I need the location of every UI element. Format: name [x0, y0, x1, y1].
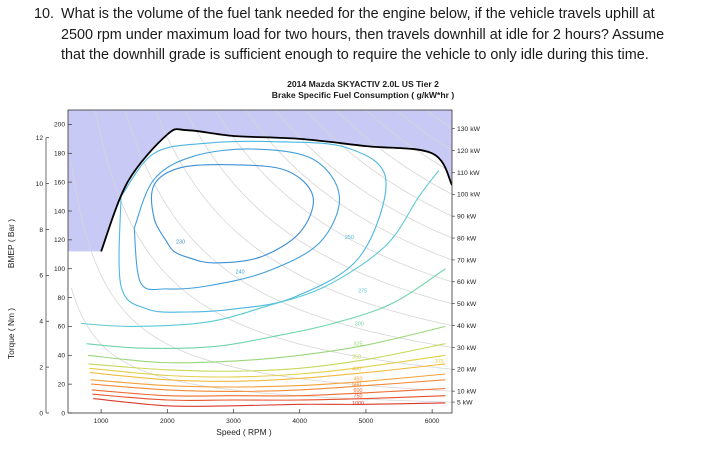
bsfc-contour-label: 450: [353, 376, 362, 382]
bsfc-contour-label: 350: [352, 355, 361, 361]
torque-axis-label: Torque ( Nm ): [6, 308, 16, 359]
bmep-tick-label: 6: [39, 273, 43, 280]
torque-tick-label: 160: [54, 179, 65, 186]
max-torque-curve: [100, 128, 452, 252]
bsfc-contour-500: [91, 379, 446, 392]
question-line: 2500 rpm under maximum load for two hour…: [61, 26, 665, 43]
power-line: [215, 110, 452, 283]
x-tick-label: 6000: [425, 418, 440, 425]
torque-axis: 0 20 40 60 80 100 120 140 160 180 200: [54, 122, 72, 417]
bmep-tick-label: 8: [39, 227, 43, 234]
bsfc-contour-375: [89, 354, 446, 378]
bsfc-contour-label: 600: [353, 388, 362, 394]
bsfc-contour-230: [151, 164, 314, 264]
power-label: 70 kW: [457, 257, 477, 264]
bmep-tick-label: 2: [39, 364, 43, 371]
torque-tick-label: 180: [54, 151, 65, 158]
torque-tick-label: 40: [58, 353, 66, 360]
bsfc-contour-1000: [93, 398, 446, 407]
question-number: 10.: [34, 6, 55, 22]
power-label: 10 kW: [457, 389, 477, 396]
bsfc-contour-label: 300: [355, 322, 364, 328]
bsfc-contour-label: 250: [345, 235, 354, 241]
bsfc-contour-400: [89, 363, 446, 382]
bsfc-contour-275: [81, 170, 440, 327]
power-line: [305, 110, 452, 217]
power-line: [245, 110, 452, 261]
power-label: 130 kW: [457, 126, 481, 133]
power-label: 50 kW: [457, 301, 477, 308]
power-label: 60 kW: [457, 279, 477, 286]
bmep-axis-label: BMEP ( Bar ): [6, 219, 16, 268]
power-label: 20 kW: [457, 367, 477, 374]
torque-tick-label: 80: [58, 295, 66, 302]
power-label: 5 kW: [457, 399, 473, 406]
bsfc-contour-label: 1000: [352, 401, 364, 407]
bsfc-contour-350: [88, 343, 446, 372]
x-tick-label: 4000: [292, 418, 307, 425]
power-label: 120 kW: [457, 148, 481, 155]
x-tick-label: 3000: [226, 418, 241, 425]
bsfc-contour-250: [118, 140, 387, 313]
plot-frame: [67, 109, 453, 414]
bsfc-contour-750: [92, 393, 446, 401]
bsfc-contour-label: 375: [435, 359, 444, 365]
bsfc-contour-label: 240: [236, 270, 245, 276]
power-line: [184, 110, 452, 304]
chart-title: 2014 Mazda SKYACTIV 2.0L US Tier 2: [287, 79, 439, 89]
x-axis-label: Speed ( RPM ): [216, 427, 272, 437]
torque-tick-label: 0: [61, 410, 65, 417]
bsfc-contour-600: [91, 387, 446, 397]
torque-tick-label: 60: [58, 324, 66, 331]
question-line: that the downhill grade is sufficient en…: [61, 47, 649, 63]
bsfc-contour-label: 500: [352, 382, 361, 388]
power-line: [335, 110, 452, 195]
question-line: What is the volume of the fuel tank need…: [61, 6, 655, 22]
x-tick-label: 2000: [160, 418, 175, 425]
power-label: 30 kW: [457, 345, 477, 352]
bsfc-contour-240: [133, 148, 340, 291]
torque-tick-label: 140: [54, 208, 65, 215]
power-line: [94, 110, 452, 370]
power-line: [154, 110, 452, 326]
power-line: [425, 110, 452, 130]
power-label: 80 kW: [457, 235, 477, 242]
bmep-tick-label: 12: [36, 135, 44, 142]
torque-tick-label: 200: [54, 122, 65, 129]
bsfc-contour-325: [87, 325, 446, 364]
question-body: What is the volume of the fuel tank need…: [61, 4, 721, 66]
bsfc-contour-label: 750: [353, 394, 362, 400]
bsfc-contour-label: 400: [352, 366, 361, 372]
power-line: [365, 110, 452, 173]
torque-tick-label: 100: [54, 266, 65, 273]
bsfc-contours: [81, 140, 446, 407]
bsfc-contour-label: 275: [358, 288, 367, 294]
x-tick-label: 5000: [359, 418, 374, 425]
bmep-tick-label: 4: [39, 319, 43, 326]
torque-tick-label: 20: [58, 381, 66, 388]
bsfc-contour-label: 325: [353, 342, 362, 348]
power-label: 110 kW: [457, 170, 480, 177]
power-line: [395, 110, 452, 151]
chart-subtitle: Brake Specific Fuel Consumption ( g/kW*h…: [271, 90, 455, 100]
power-labels: 5 kW 10 kW 20 kW 30 kW 40 kW 50 kW 60 kW 70 kW 8…: [452, 126, 481, 406]
power-label: 90 kW: [457, 214, 477, 221]
bmep-tick-label: 0: [39, 410, 43, 417]
torque-tick-label: 120: [54, 237, 65, 244]
bmep-axis: 0 2 4 6 8 10 12: [36, 135, 49, 417]
bmep-tick-label: 10: [36, 181, 44, 188]
bsfc-contour-450: [90, 373, 446, 388]
power-label: 40 kW: [457, 323, 477, 330]
x-tick-label: 1000: [94, 418, 109, 425]
power-line: [70, 162, 452, 392]
x-axis: 1000 2000 3000 4000 5000 6000: [94, 409, 440, 425]
bsfc-contour-300: [86, 268, 446, 349]
bsfc-contour-label: 230: [176, 239, 185, 245]
power-label: 100 kW: [457, 192, 481, 199]
power-line: [275, 110, 452, 239]
